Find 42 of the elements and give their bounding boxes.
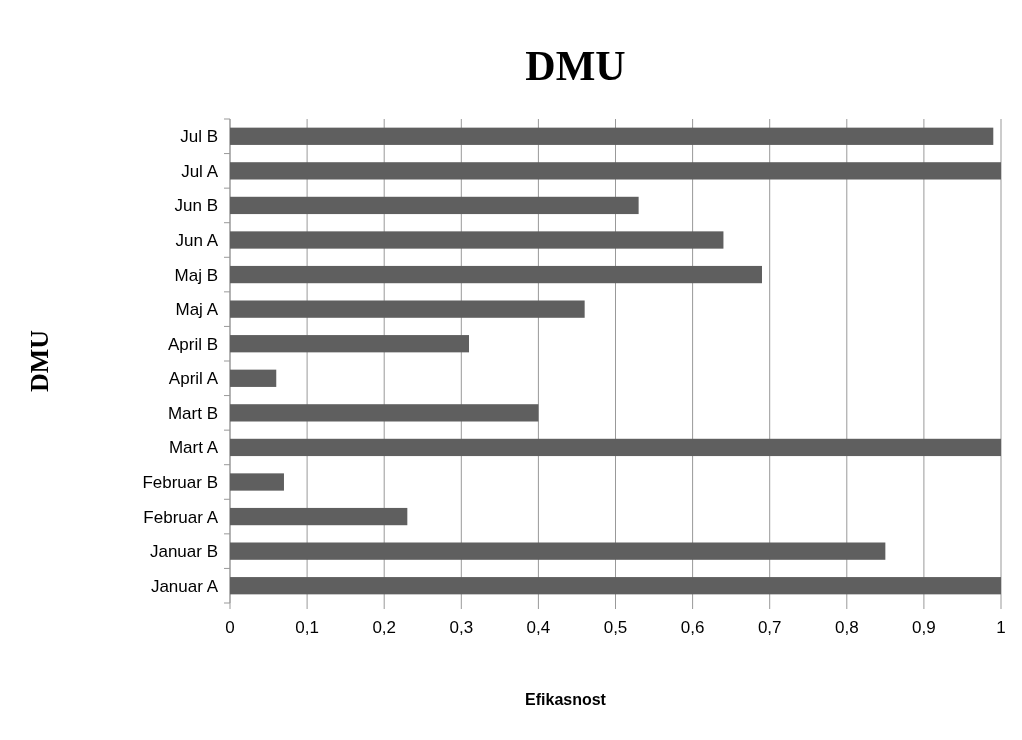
y-tick-label: April A	[168, 369, 219, 389]
y-tick-label: Februar B	[142, 472, 218, 492]
y-axis-title: DMU	[25, 329, 54, 393]
bar	[230, 335, 470, 353]
x-tick-label: 0,9	[912, 618, 936, 637]
x-tick-label: 0,4	[526, 618, 551, 637]
x-tick-label: 0,2	[372, 618, 397, 637]
bar	[230, 473, 284, 491]
y-tick-label: Jul B	[180, 127, 218, 147]
bar	[230, 369, 277, 387]
y-tick-label: Jul A	[181, 161, 219, 181]
y-tick-label: Jun A	[175, 230, 219, 250]
x-tick-label: 0,6	[680, 618, 705, 637]
y-tick-label: Maj B	[174, 265, 218, 285]
y-tick-label: Maj A	[175, 300, 219, 320]
bar	[230, 162, 1001, 180]
x-tick-label: 0,3	[449, 618, 474, 637]
bar	[230, 404, 539, 422]
y-tick-label: Februar A	[143, 507, 219, 527]
y-tick-label: Januar B	[149, 542, 218, 562]
x-tick-label: 0,1	[295, 618, 319, 637]
x-tick-label: 0,5	[603, 618, 628, 637]
bar	[230, 507, 408, 526]
x-tick-label: 0	[225, 618, 235, 637]
bar	[230, 196, 639, 215]
y-tick-label: Jun B	[174, 196, 218, 216]
y-tick-label: Januar A	[150, 576, 219, 596]
x-tick-label: 1	[996, 618, 1006, 637]
x-axis-title: Efikasnost	[525, 691, 607, 708]
bar	[230, 577, 1001, 595]
bar	[230, 300, 585, 318]
x-tick-label: 0,8	[834, 618, 859, 637]
y-tick-label: Mart B	[167, 403, 218, 423]
bar	[230, 542, 886, 560]
x-tick-label: 0,7	[757, 618, 782, 637]
bar	[230, 265, 762, 284]
y-tick-label: April B	[167, 334, 218, 354]
bar	[230, 438, 1001, 457]
chart-title: DMU	[525, 43, 626, 89]
bar	[230, 127, 994, 145]
y-tick-label: Mart A	[168, 438, 219, 458]
bar	[230, 231, 724, 249]
